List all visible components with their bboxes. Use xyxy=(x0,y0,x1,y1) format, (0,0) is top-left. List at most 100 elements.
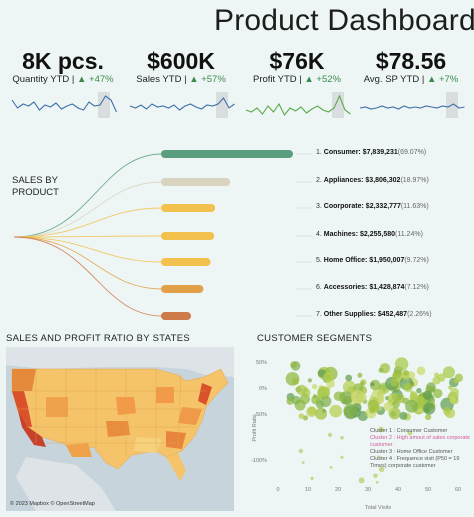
segment-point xyxy=(306,406,317,417)
kpi-value: $78.56 xyxy=(375,48,447,74)
segment-point xyxy=(307,378,312,383)
category-rank: 3. xyxy=(316,203,324,210)
cluster-legend-item: Cluster 2 : High amout of sales corporat… xyxy=(370,435,470,448)
kpi-sparkline xyxy=(359,92,465,118)
kpi-label: Quantity YTD | ▲ +47% xyxy=(4,74,122,85)
y-tick-label: 0% xyxy=(259,386,267,392)
category-label: 6. Accessories: $1,428,874(7.12%) xyxy=(316,284,429,291)
segment-point xyxy=(367,399,379,412)
segment-point xyxy=(298,413,305,419)
segment-point xyxy=(316,400,325,409)
cluster-legend: Cluster 1 : Consumer Customer Cluster 2 :… xyxy=(370,428,470,470)
segment-point xyxy=(376,396,385,405)
category-percent: (18.97%) xyxy=(400,177,429,184)
segment-point xyxy=(323,386,331,393)
kpi-delta: ▲ +7% xyxy=(426,74,459,85)
segment-point xyxy=(350,389,365,404)
category-percent: (7.12%) xyxy=(404,284,429,291)
category-value: Machines: $2,255,580 xyxy=(323,231,396,238)
segment-point xyxy=(342,380,356,394)
segment-point xyxy=(378,466,385,473)
flow-link xyxy=(13,207,163,238)
segment-point xyxy=(310,476,314,480)
cluster-legend-item: Cluster 4 : Frequence visit (P50 = 19 Ti… xyxy=(370,456,460,469)
sparkline-line xyxy=(11,95,117,113)
flow-link xyxy=(13,236,163,317)
x-tick-label: 20 xyxy=(335,487,341,493)
kpi-label: Avg. SP YTD | ▲ +7% xyxy=(352,74,470,85)
flow-link xyxy=(13,181,163,238)
flow-link xyxy=(13,235,163,238)
segment-point xyxy=(423,402,436,415)
segment-point xyxy=(449,396,457,405)
segment-point xyxy=(369,395,375,400)
segment-point xyxy=(378,426,384,433)
segment-point xyxy=(422,390,433,400)
segment-point xyxy=(416,366,426,376)
segment-point xyxy=(407,430,413,436)
customer-segments-scatter: 50% 0% -50% -100% 0 10 20 30 40 50 60 Total Visits P… xyxy=(251,357,463,511)
segment-point xyxy=(437,373,446,382)
kpi-delta: ▲ +57% xyxy=(189,74,226,85)
category-value: Home Office: $1,950,007 xyxy=(323,257,405,264)
segment-point xyxy=(448,385,453,390)
segment-point xyxy=(290,361,301,371)
segment-point xyxy=(343,403,358,418)
segment-point xyxy=(390,378,399,387)
x-axis-label: Total Visits xyxy=(365,505,391,511)
product-bar xyxy=(161,312,191,320)
segment-point xyxy=(333,391,344,401)
category-label: 4. Machines: $2,255,580(11.24%) xyxy=(316,231,423,238)
segment-point xyxy=(345,374,353,382)
kpi-label-text: Avg. SP YTD | xyxy=(363,74,427,85)
segment-point xyxy=(340,436,344,440)
category-percent: (9.72%) xyxy=(404,257,429,264)
y-tick-label: 50% xyxy=(256,360,267,366)
kpi-delta: ▲ +47% xyxy=(76,74,114,85)
kpi-value: $76K xyxy=(269,48,325,74)
category-label: 5. Home Office: $1,950,007(9.72%) xyxy=(316,257,429,264)
category-value: Accessories: $1,428,874 xyxy=(323,284,405,291)
x-tick-label: 10 xyxy=(305,487,311,493)
segment-point xyxy=(301,461,305,464)
x-tick-label: 30 xyxy=(365,487,371,493)
segment-point xyxy=(357,372,363,378)
category-label: 1. Consumer: $7,839,231(69.07%) xyxy=(316,149,426,156)
segment-point xyxy=(425,414,432,421)
y-axis-label: Profit Ratio xyxy=(252,414,258,441)
segment-point xyxy=(388,407,401,420)
segment-point xyxy=(358,477,365,484)
category-percent: (2.26%) xyxy=(407,311,432,318)
kpi-sparkline xyxy=(129,92,235,118)
category-label: 7. Other Supplies: $452,487(2.26%) xyxy=(316,311,432,318)
product-bar xyxy=(161,258,211,266)
kpi-label: Profit YTD | ▲ +52% xyxy=(238,74,356,85)
sales-map[interactable]: © 2023 Mapbox © OpenStreetMap xyxy=(6,347,234,511)
segment-point xyxy=(395,393,405,404)
sales-by-product-title: SALES BY PRODUCT xyxy=(12,175,59,198)
segment-point xyxy=(298,448,304,454)
kpi-sparkline xyxy=(245,92,351,118)
cluster-legend-item: Cluster 3 : Home Office Customer xyxy=(370,449,453,455)
category-percent: (11.63%) xyxy=(400,203,429,210)
sparkline-line xyxy=(245,94,351,117)
category-rank: 1. xyxy=(316,149,324,156)
x-tick-label: 60 xyxy=(455,487,461,493)
product-bar xyxy=(161,204,216,212)
category-value: Appliances: $3,806,302 xyxy=(323,177,401,184)
sparkline-line xyxy=(359,103,465,110)
kpi-label-text: Profit YTD | xyxy=(253,74,305,85)
page-title: Product Dashboard xyxy=(214,4,474,37)
product-bar xyxy=(161,285,204,293)
segment-point xyxy=(311,383,318,390)
segment-point xyxy=(329,466,333,469)
segment-point xyxy=(340,455,344,459)
sparkline-line xyxy=(129,97,235,111)
category-value: Consumer: $7,839,231 xyxy=(323,149,398,156)
category-rank: 6. xyxy=(316,284,324,291)
kpi-label-text: Sales YTD | xyxy=(136,74,190,85)
category-value: Other Supplies: $452,487 xyxy=(323,311,408,318)
segment-point xyxy=(402,369,409,376)
cluster-legend-item: Cluster 1 : Consumer Customer xyxy=(370,428,448,434)
segment-point xyxy=(301,388,311,398)
